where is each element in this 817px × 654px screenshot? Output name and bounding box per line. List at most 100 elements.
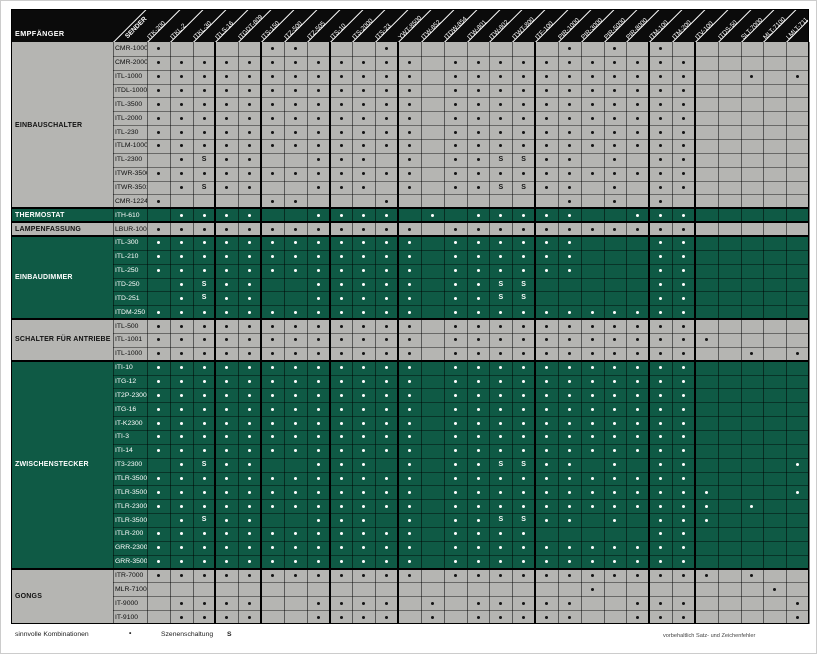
dot-marker [202,61,206,65]
dot-marker [408,227,412,231]
dot-marker [430,615,434,619]
dot-marker [659,116,663,120]
dot-marker [225,463,229,467]
dot-marker [613,380,617,383]
dot-marker [659,310,663,314]
dot-marker [750,504,754,508]
dot-marker [339,421,343,425]
dot-marker [636,435,640,439]
dot-marker [202,227,206,231]
dot-marker [453,186,457,189]
dot-marker [408,366,412,370]
dot-marker [408,61,412,65]
dot-marker [339,490,343,494]
dot-marker [385,601,389,605]
dot-marker [613,393,617,397]
dot-marker [613,130,617,134]
dot-marker [681,532,685,536]
dot-marker [659,490,663,494]
dot-marker [681,477,685,480]
section-label: LAMPENFASSUNG [15,225,81,233]
dot-marker [339,338,343,342]
dot-marker [522,615,526,619]
dot-marker [476,186,480,189]
row-divider-line [113,416,809,418]
dot-marker [271,366,275,370]
dot-marker [453,380,457,383]
dot-marker [499,61,503,65]
dot-marker [590,89,594,92]
dot-marker [316,393,320,397]
dot-marker [339,380,343,383]
dot-marker [156,338,160,342]
dot-marker [179,213,183,217]
dot-marker [476,380,480,383]
dot-marker [408,449,412,453]
dot-marker [681,227,685,231]
dot-marker [179,546,183,550]
dot-marker [293,560,297,564]
dot-marker [636,116,640,120]
dot-marker [499,435,503,439]
dot-marker [408,102,412,106]
dot-marker [293,227,297,231]
dot-marker [453,504,457,508]
dot-marker [385,283,389,286]
dot-marker [362,338,366,342]
dot-marker [659,283,663,286]
dot-marker [499,366,503,370]
dot-marker [225,158,229,162]
dot-marker [659,393,663,397]
dot-marker [544,116,548,120]
dot-marker [408,352,412,356]
dot-marker [476,546,480,550]
column-label: ITWT-800 [511,16,537,41]
dot-marker [362,393,366,397]
dot-marker [362,366,366,370]
row-label: GRR-3500 [115,558,147,566]
dot-marker [339,366,343,370]
dot-marker [385,47,389,51]
dot-marker [362,421,366,425]
dot-marker [613,574,617,577]
dot-marker [385,477,389,480]
dot-marker [681,421,685,425]
dot-marker [453,463,457,467]
dot-marker [613,227,617,231]
column-label: ITDW-854 [442,15,469,41]
dot-marker [636,393,640,397]
dot-marker [293,380,297,383]
dot-marker [316,352,320,356]
dot-marker [476,560,480,564]
dot-marker [590,75,594,79]
column-divider-line [192,42,194,624]
dot-marker [225,532,229,536]
dot-marker [408,255,412,259]
dot-marker [339,601,343,605]
dot-marker [659,546,663,550]
dot-marker [225,102,229,106]
dot-marker [202,130,206,134]
dot-marker [567,116,571,120]
dot-marker [271,546,275,550]
dot-marker [339,130,343,134]
column-divider-line [420,42,422,624]
column-label: ITW-801 [465,18,488,41]
dot-marker [522,504,526,508]
dot-marker [339,255,343,259]
dot-marker [590,227,594,231]
row-divider-line [113,152,809,154]
dot-marker [636,172,640,176]
dot-marker [339,283,343,286]
dot-marker [613,61,617,65]
dot-marker [476,352,480,356]
dot-marker [796,352,800,356]
dot-marker [499,255,503,259]
dot-marker [590,116,594,120]
dot-marker [362,227,366,231]
dot-marker [362,477,366,480]
dot-marker [156,532,160,536]
dot-marker [271,227,275,231]
dot-marker [316,560,320,564]
dot-marker [636,102,640,106]
